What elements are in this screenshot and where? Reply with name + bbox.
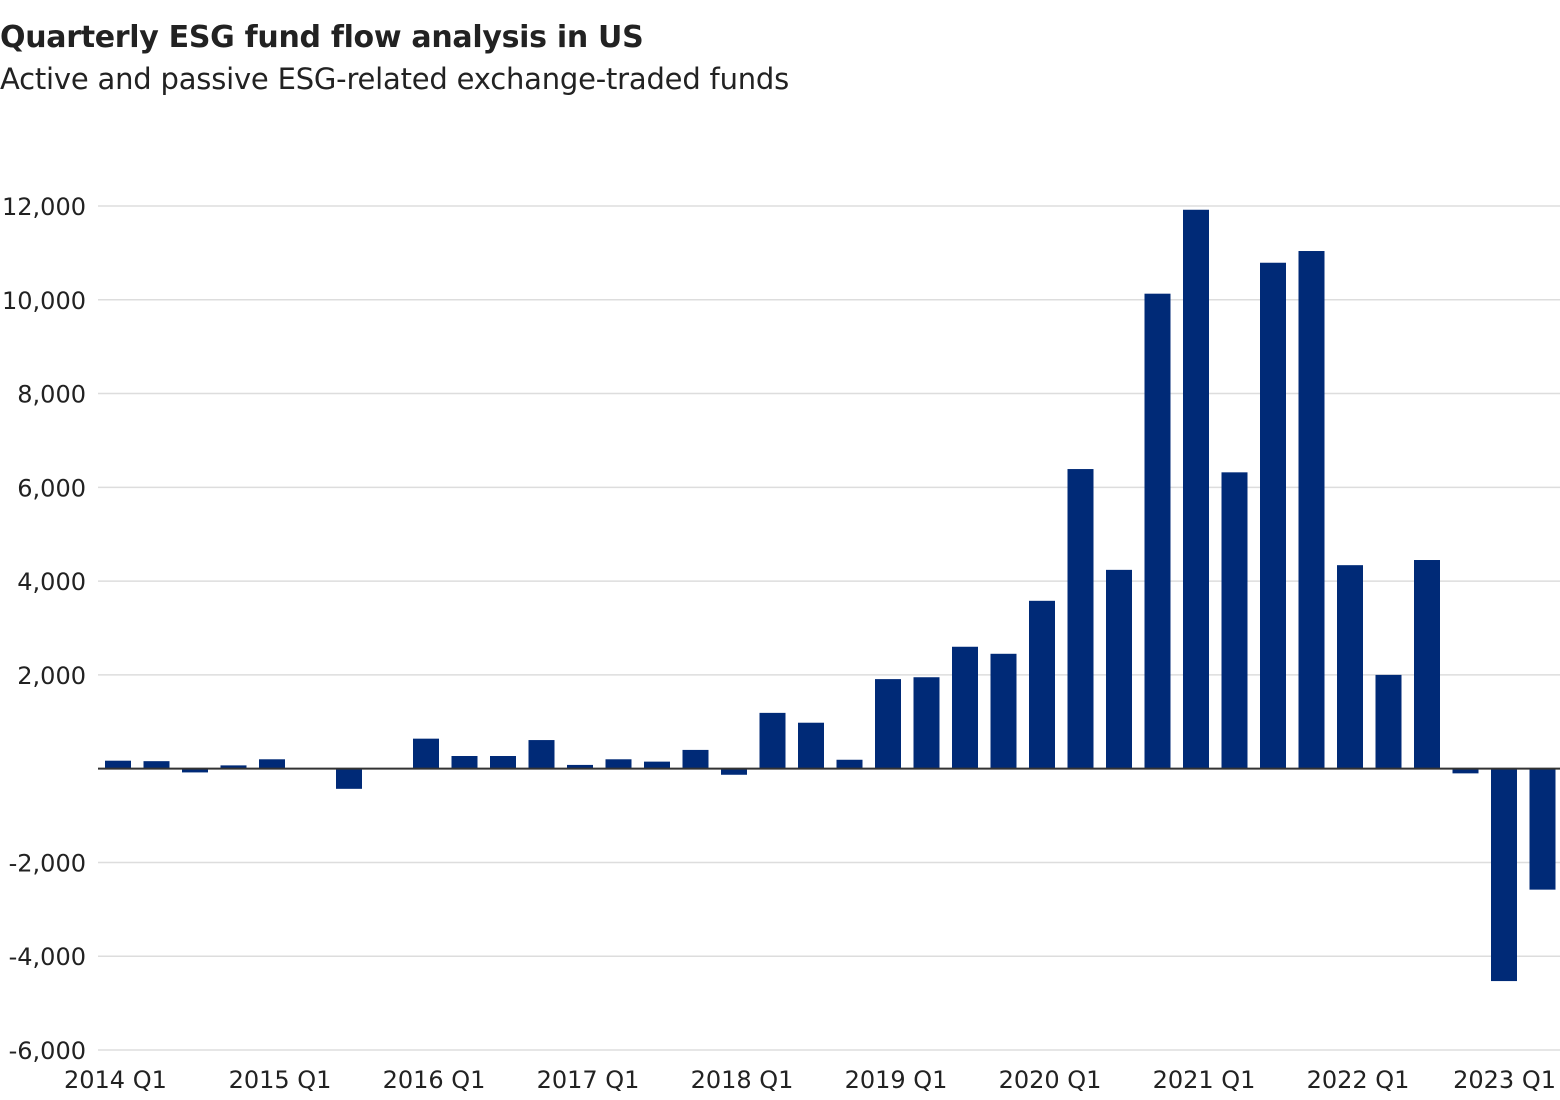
x-tick-label: 2021 Q1 [1153,1066,1256,1094]
x-tick-label: 2014 Q1 [64,1066,167,1094]
x-tick-label: 2020 Q1 [999,1066,1102,1094]
bar-2017-q1 [567,764,593,769]
x-tick-label: 2018 Q1 [691,1066,794,1094]
bar-2017-q4 [682,749,709,769]
x-tick-label: 2016 Q1 [383,1066,486,1094]
bar-2022-q1 [1337,565,1363,769]
bar-2019-q3 [952,646,978,769]
bar-2023-q2 [1529,768,1556,890]
bar-2022-q4 [1452,768,1479,774]
bar-2021-q1 [1183,209,1209,769]
y-tick-label: 10,000 [2,287,86,315]
x-tick-label: 2019 Q1 [845,1066,948,1094]
y-tick-label: -2,000 [9,849,86,877]
bar-2020-q1 [1029,600,1055,769]
bar-2018-q3 [798,722,824,769]
x-axis-labels: 2014 Q1 2015 Q1 2016 Q1 2017 Q1 2018 Q1 2019 … [64,1066,1556,1094]
bar-2016-q1 [413,738,439,769]
bar-2021-q4 [1298,251,1325,769]
x-tick-label: 2022 Q1 [1307,1066,1410,1094]
bar-2014-q2 [143,761,170,769]
x-tick-label: 2015 Q1 [229,1066,332,1094]
bar-2019-q2 [913,677,940,769]
bar-2014-q3 [182,768,208,773]
bar-2020-q3 [1106,569,1132,769]
bar-2021-q3 [1260,262,1286,769]
bar-2017-q2 [605,759,632,769]
bar-2014-q4 [220,765,247,769]
bar-2017-q3 [644,761,670,769]
bar-2018-q2 [759,712,786,769]
bar-2021-q2 [1221,472,1248,769]
bar-2018-q4 [836,759,863,769]
x-tick-label: 2023 Q1 [1453,1066,1556,1094]
bar-2019-q4 [990,653,1017,769]
bar-2015-q3 [336,768,362,789]
y-tick-label: 6,000 [17,474,86,502]
bar-2018-q1 [721,768,747,775]
bar-2020-q4 [1144,293,1171,769]
y-tick-label: -4,000 [9,943,86,971]
y-axis-labels: -6,000 -4,000 -2,000 2,000 4,000 6,000 8,000 10… [2,193,86,1065]
y-tick-label: -6,000 [9,1037,86,1065]
bar-2020-q2 [1067,469,1094,769]
bars [105,209,1556,982]
bar-2014-q1 [105,760,131,769]
bar-2023-q1 [1491,768,1517,982]
bar-2016-q4 [528,740,555,769]
chart-title: Quarterly ESG fund flow analysis in US [0,20,644,55]
bar-2019-q1 [875,679,901,769]
bar-2016-q2 [451,756,478,769]
y-tick-label: 8,000 [17,381,86,409]
bar-2015-q1 [259,759,285,769]
x-tick-label: 2017 Q1 [537,1066,640,1094]
y-tick-label: 2,000 [17,662,86,690]
bar-2022-q2 [1375,674,1402,769]
bar-2016-q3 [490,756,516,769]
bar-2022-q3 [1414,560,1440,769]
y-tick-label: 4,000 [17,568,86,596]
chart-subtitle: Active and passive ESG-related exchange-… [0,62,790,96]
y-tick-label: 12,000 [2,193,86,221]
